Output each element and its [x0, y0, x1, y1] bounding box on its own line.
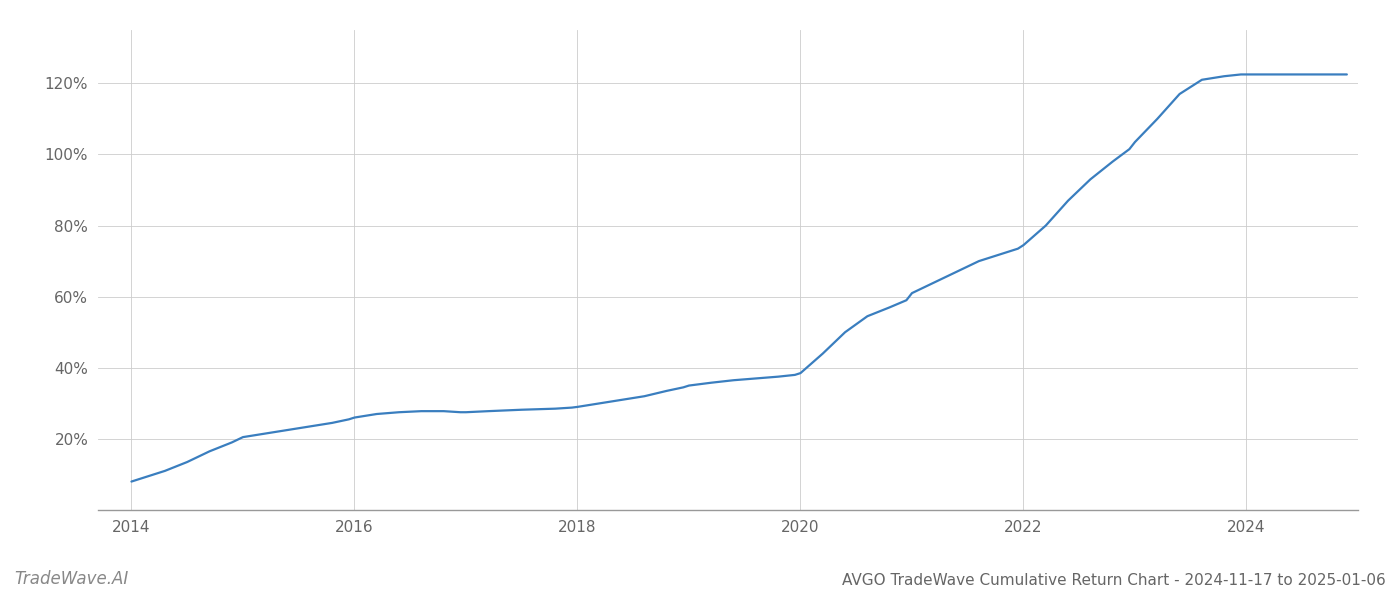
Text: TradeWave.AI: TradeWave.AI [14, 570, 129, 588]
Text: AVGO TradeWave Cumulative Return Chart - 2024-11-17 to 2025-01-06: AVGO TradeWave Cumulative Return Chart -… [843, 573, 1386, 588]
